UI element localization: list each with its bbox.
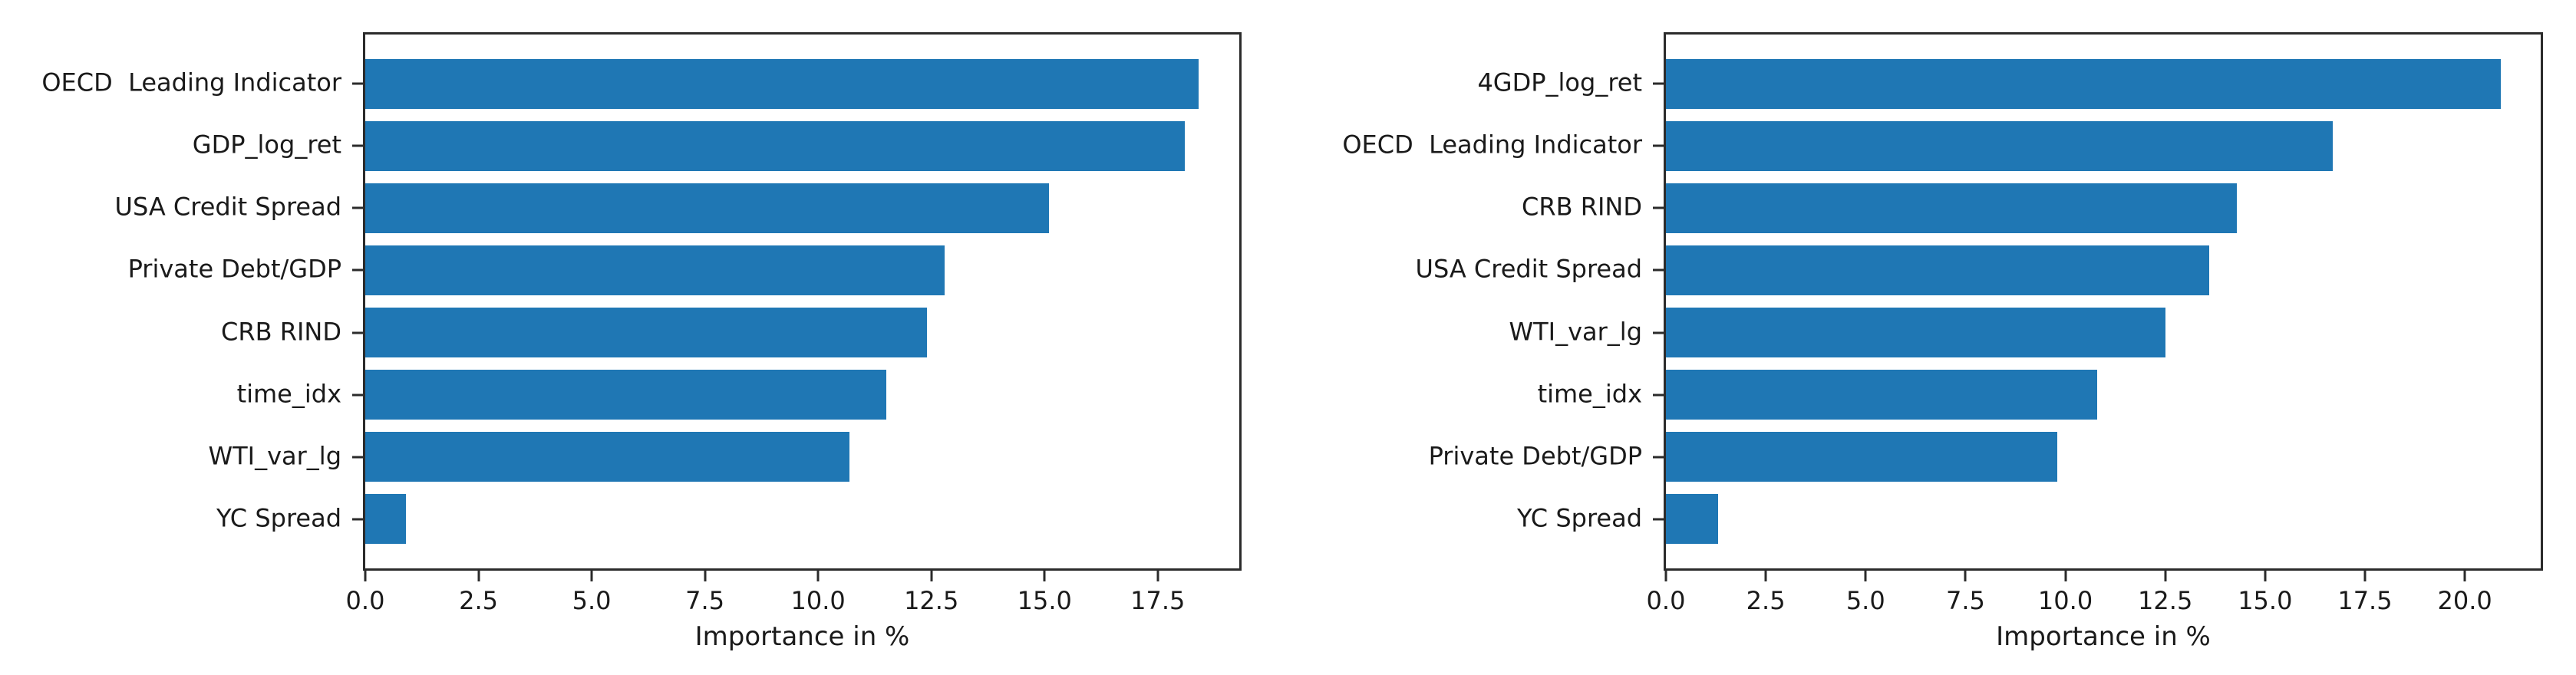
bar-oecd-leading-indicator <box>1666 120 2334 171</box>
y-tick-mark <box>1653 82 1664 85</box>
x-tick-label: 0.0 <box>1646 586 1686 615</box>
bar-crb-rind <box>365 308 927 357</box>
x-tick-label: 0.0 <box>345 586 385 615</box>
x-tick-label: 5.0 <box>572 586 612 615</box>
x-tick-mark <box>477 571 480 581</box>
x-tick-mark <box>364 571 367 581</box>
x-tick-label: 7.5 <box>685 586 725 615</box>
bar-gdp-log-ret <box>365 120 1186 171</box>
y-tick-label: OECD Leading Indicator <box>41 68 341 97</box>
x-tick-mark <box>2463 571 2466 581</box>
x-tick-label: 12.5 <box>2138 586 2193 615</box>
y-tick-label: WTI_var_lg <box>208 441 341 471</box>
bar-private-debt-gdp <box>365 245 945 295</box>
x-tick-mark <box>2164 571 2167 581</box>
x-tick-mark <box>1964 571 1967 581</box>
x-tick-mark <box>930 571 933 581</box>
y-tick-mark <box>1653 518 1664 521</box>
y-tick-label: WTI_var_lg <box>1509 317 1642 347</box>
y-tick-label: OECD Leading Indicator <box>1342 130 1642 160</box>
x-tick-label: 2.5 <box>459 586 498 615</box>
x-tick-mark <box>2064 571 2067 581</box>
x-tick-label: 12.5 <box>904 586 959 615</box>
x-tick-label: 15.0 <box>2238 586 2293 615</box>
x-tick-label: 20.0 <box>2437 586 2492 615</box>
plot-area-right: 4GDP_log_ret OECD Leading Indicator CRB RI… <box>1342 32 2543 614</box>
bar-private-debt-gdp <box>1666 432 2058 482</box>
y-tick-mark <box>352 82 363 85</box>
y-tick-mark <box>1653 331 1664 334</box>
bar-yc-spread <box>1666 494 1718 545</box>
plot-area-left: OECD Leading Indicator GDP_log_ret USA Cre… <box>41 32 1242 614</box>
y-tick-label: Private Debt/GDP <box>127 255 341 285</box>
bar-time-idx <box>1666 370 2098 420</box>
y-tick-label: Private Debt/GDP <box>1428 441 1642 471</box>
x-tick-label: 15.0 <box>1017 586 1072 615</box>
bar-oecd-leading-indicator <box>365 58 1199 109</box>
bar-time-idx <box>365 370 886 420</box>
bar-usa-credit-spread <box>1666 245 2209 295</box>
y-tick-label: USA Credit Spread <box>1415 255 1642 285</box>
y-tick-label: USA Credit Spread <box>114 193 341 222</box>
y-tick-label: time_idx <box>1537 379 1642 409</box>
x-tick-mark <box>816 571 820 581</box>
y-tick-mark <box>1653 268 1664 272</box>
y-tick-label: CRB RIND <box>1522 193 1642 222</box>
y-tick-label: GDP_log_ret <box>192 130 341 160</box>
y-tick-mark <box>1653 144 1664 147</box>
bar-wti-var-lg <box>365 432 850 482</box>
bar-crb-rind <box>1666 183 2238 233</box>
y-tick-mark <box>352 518 363 521</box>
y-tick-mark <box>352 268 363 272</box>
x-tick-label: 17.5 <box>2337 586 2393 615</box>
x-axis-label-left: Importance in % <box>694 621 910 652</box>
x-tick-mark <box>2363 571 2367 581</box>
y-tick-label: CRB RIND <box>221 317 341 347</box>
y-tick-mark <box>352 144 363 147</box>
y-tick-mark <box>1653 206 1664 209</box>
y-tick-mark <box>352 331 363 334</box>
x-tick-mark <box>1043 571 1046 581</box>
y-tick-mark <box>1653 393 1664 397</box>
x-tick-label: 7.5 <box>1945 586 1985 615</box>
x-tick-label: 5.0 <box>1845 586 1885 615</box>
y-tick-label: YC Spread <box>1517 503 1642 533</box>
x-tick-label: 2.5 <box>1746 586 1786 615</box>
x-axis-label-right: Importance in % <box>1996 621 2211 652</box>
x-tick-mark <box>1764 571 1767 581</box>
bar-4gdp-log-ret <box>1666 58 2501 109</box>
x-tick-label: 10.0 <box>2037 586 2093 615</box>
x-tick-label: 10.0 <box>790 586 846 615</box>
y-tick-mark <box>352 393 363 397</box>
x-tick-mark <box>704 571 707 581</box>
y-tick-label: time_idx <box>236 379 341 409</box>
x-tick-mark <box>1664 571 1667 581</box>
y-tick-mark <box>1653 456 1664 459</box>
y-tick-mark <box>352 456 363 459</box>
y-tick-label: 4GDP_log_ret <box>1477 68 1642 97</box>
x-tick-mark <box>2264 571 2267 581</box>
bar-wti-var-lg <box>1666 308 2165 357</box>
bar-yc-spread <box>365 494 407 545</box>
y-tick-label: YC Spread <box>216 503 341 533</box>
x-tick-mark <box>590 571 593 581</box>
bar-usa-credit-spread <box>365 183 1050 233</box>
y-tick-mark <box>352 206 363 209</box>
x-tick-mark <box>1864 571 1867 581</box>
x-tick-label: 17.5 <box>1130 586 1186 615</box>
x-tick-mark <box>1156 571 1159 581</box>
